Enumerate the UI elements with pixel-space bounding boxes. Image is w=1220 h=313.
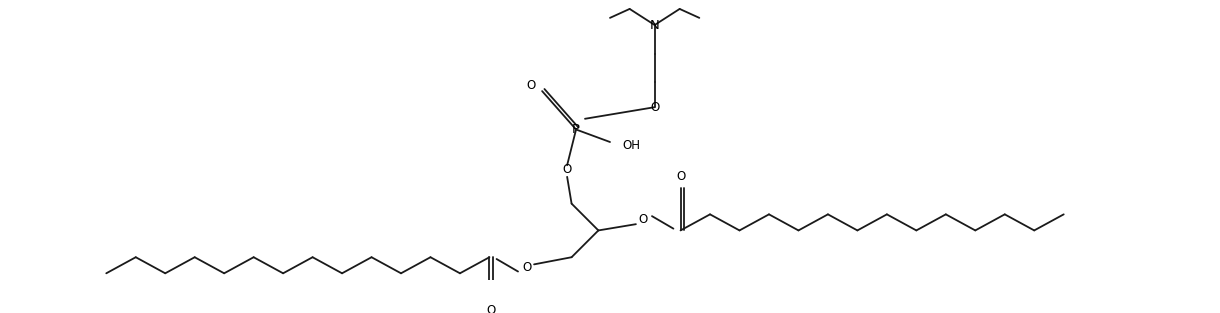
Text: O: O xyxy=(522,261,532,275)
Text: O: O xyxy=(650,101,659,114)
Text: O: O xyxy=(487,304,495,313)
Text: P: P xyxy=(572,123,580,136)
Text: O: O xyxy=(527,79,536,92)
Text: O: O xyxy=(638,213,648,226)
Text: O: O xyxy=(562,163,572,176)
Text: N: N xyxy=(650,18,660,32)
Text: OH: OH xyxy=(622,139,641,152)
Text: O: O xyxy=(677,170,686,183)
